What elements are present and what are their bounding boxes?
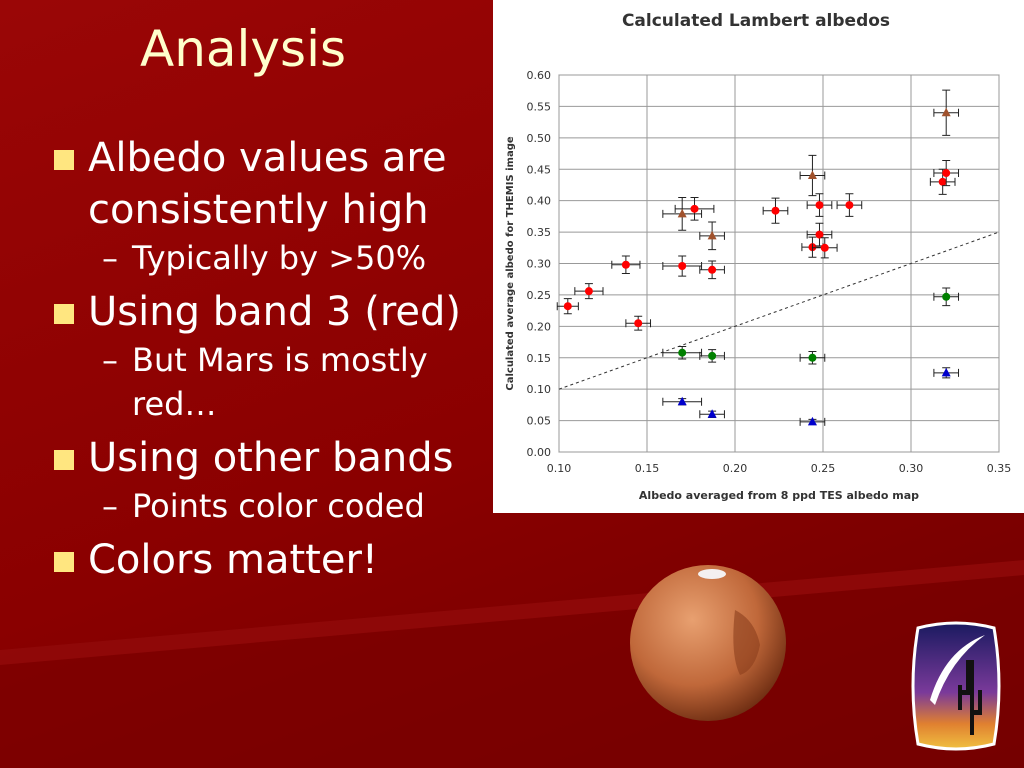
point: [815, 230, 824, 239]
chart-title: Calculated Lambert albedos: [622, 11, 890, 31]
point: [634, 319, 643, 328]
point: [621, 260, 630, 269]
y-tick-label: 0.60: [527, 69, 552, 82]
sub-bullet: Typically by >50%: [50, 236, 432, 280]
y-tick-label: 0.20: [527, 320, 552, 333]
background-shape: [0, 560, 1024, 768]
bullet: Colors matter!: [50, 534, 468, 586]
point: [938, 177, 947, 186]
point: [807, 416, 817, 426]
point: [771, 206, 780, 215]
point: [678, 348, 687, 357]
sub-bullet: But Mars is mostly red…: [50, 338, 432, 426]
bullet: Using other bands: [50, 432, 468, 484]
y-tick-label: 0.00: [527, 446, 552, 459]
y-axis-label: Calculated average albedo for THEMIS ima…: [505, 136, 516, 390]
x-tick-label: 0.30: [899, 462, 924, 475]
bullet: Albedo values are consistently high: [50, 132, 468, 236]
x-tick-label: 0.10: [547, 462, 572, 475]
point: [708, 265, 717, 274]
y-tick-label: 0.35: [527, 226, 552, 239]
point: [708, 351, 717, 360]
bullet-list: Albedo values are consistently highTypic…: [50, 126, 490, 586]
point: [807, 170, 817, 180]
x-tick-label: 0.20: [723, 462, 748, 475]
y-tick-label: 0.40: [527, 195, 552, 208]
slide-title: Analysis: [140, 20, 347, 78]
point: [942, 292, 951, 301]
point: [815, 201, 824, 210]
y-tick-label: 0.45: [527, 163, 552, 176]
point: [707, 409, 717, 418]
point: [808, 353, 817, 362]
x-tick-label: 0.25: [811, 462, 836, 475]
y-tick-label: 0.15: [527, 352, 552, 365]
point: [820, 243, 829, 252]
y-tick-label: 0.55: [527, 100, 552, 113]
x-axis-label: Albedo averaged from 8 ppd TES albedo ma…: [639, 489, 919, 502]
point: [677, 396, 687, 406]
point: [690, 204, 699, 213]
chart: Calculated Lambert albedos 0.00 0.05 0.10 0.…: [493, 0, 1024, 513]
y-tick-label: 0.05: [527, 415, 552, 428]
point: [563, 302, 572, 311]
y-tick-label: 0.50: [527, 132, 552, 145]
sub-bullet: Points color coded: [50, 484, 432, 528]
point: [584, 287, 593, 296]
y-tick-label: 0.30: [527, 258, 552, 271]
point: [707, 230, 717, 240]
point: [677, 208, 687, 218]
y-tick-label: 0.10: [527, 383, 552, 396]
point: [678, 262, 687, 271]
bullet: Using band 3 (red): [50, 286, 468, 338]
point: [941, 107, 951, 117]
point: [941, 367, 951, 377]
x-tick-label: 0.15: [635, 462, 660, 475]
point: [845, 201, 854, 210]
point: [942, 169, 951, 178]
x-tick-label: 0.35: [987, 462, 1012, 475]
y-tick-label: 0.25: [527, 289, 552, 302]
